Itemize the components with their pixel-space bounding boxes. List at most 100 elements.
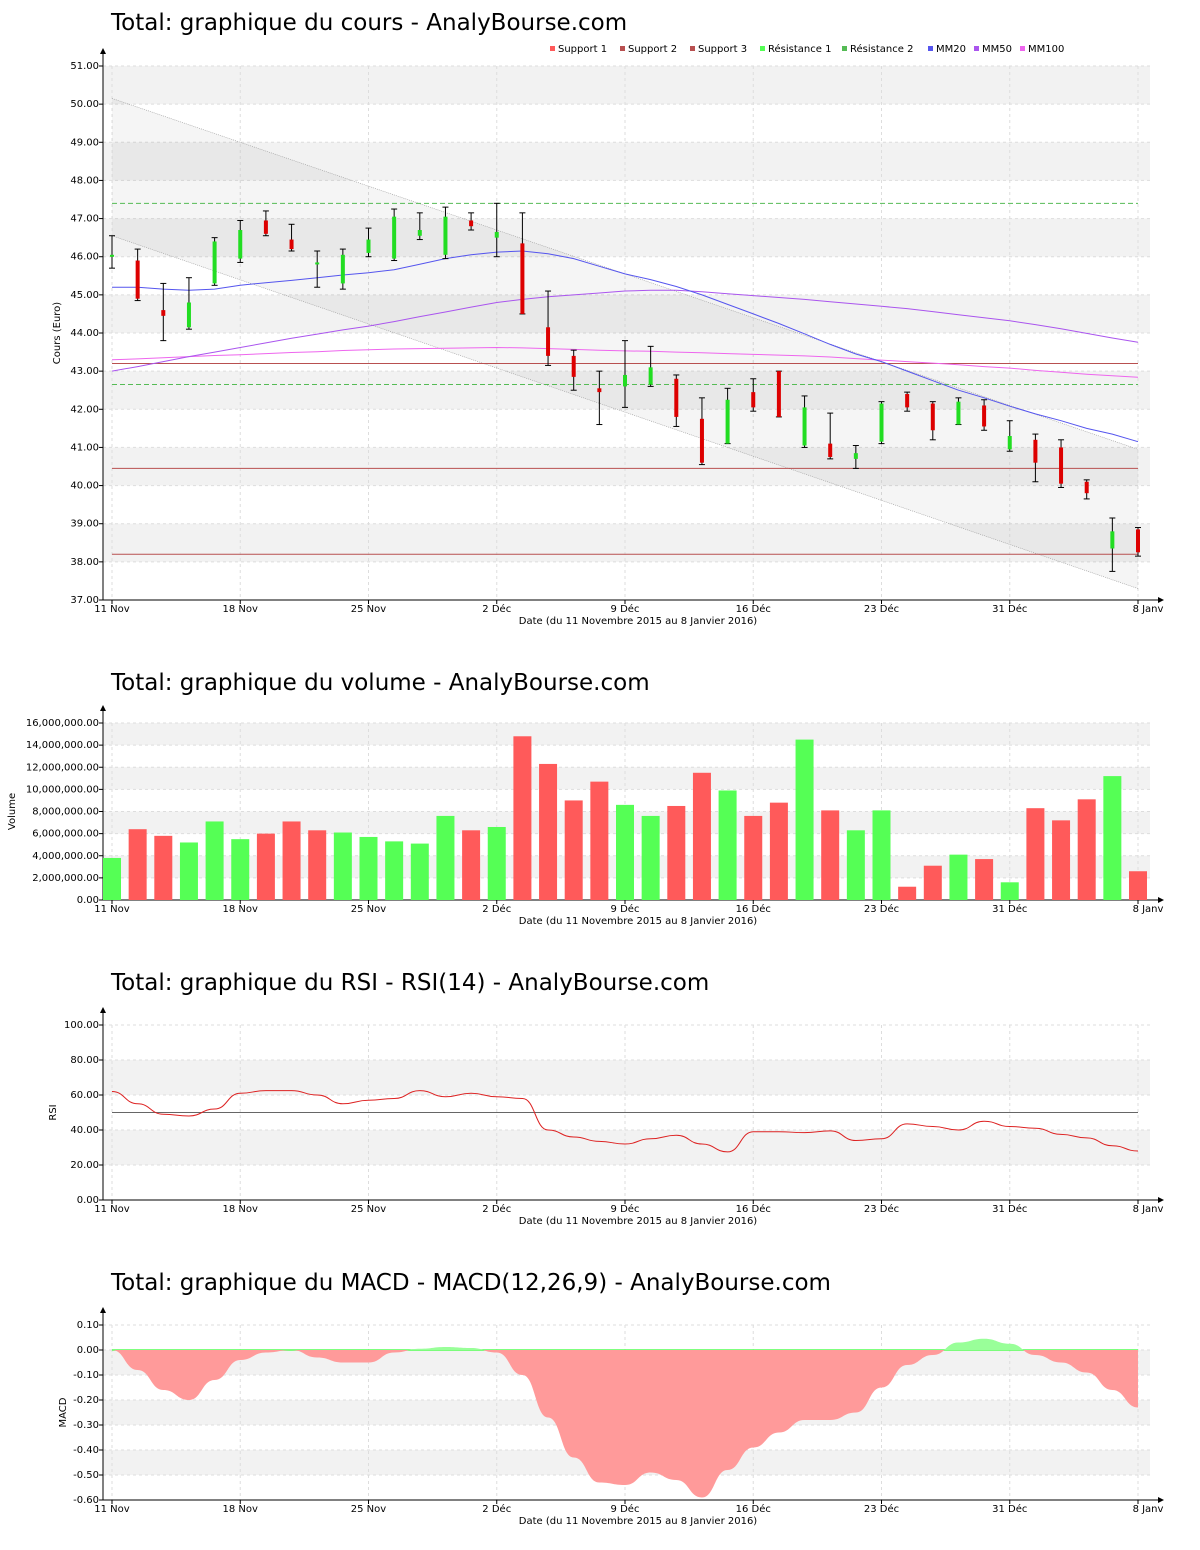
plot-band — [103, 1060, 1150, 1095]
x-tick-label: 31 Déc — [992, 1503, 1027, 1515]
y-tick-label: 0.00 — [77, 1345, 99, 1356]
candle-body — [879, 403, 884, 442]
y-axis-arrow — [100, 48, 106, 54]
plot-band — [103, 447, 1150, 486]
macd-chart-title: Total: graphique du MACD - MACD(12,26,9)… — [111, 1270, 831, 1296]
x-tick-label: 2 Déc — [482, 1203, 511, 1215]
legend-item: Résistance 1 — [768, 43, 831, 55]
candle-body — [956, 401, 961, 425]
volume-chart: 0.00 2,000,000.00 4,000,000.00 6,000,000.00… — [7, 705, 1164, 927]
rsi-chart: 0.00 20.00 40.00 60.00 80.00 100.00 11 Nov 18 N… — [48, 1007, 1164, 1227]
x-tick-label: 2 Déc — [482, 903, 511, 915]
plot-band — [103, 723, 1150, 746]
legend-item: MM100 — [1028, 44, 1064, 55]
candle-body — [905, 394, 910, 408]
x-tick-label: 16 Déc — [736, 1503, 771, 1515]
y-tick-label: 40.00 — [70, 1125, 99, 1136]
volume-bar — [821, 810, 840, 900]
mm20-line — [112, 250, 1139, 443]
x-tick-label: 9 Déc — [611, 1503, 640, 1515]
candle-body — [161, 310, 166, 316]
y-tick-label: 45.00 — [70, 290, 99, 301]
y-tick-label: -0.60 — [73, 1495, 99, 1506]
x-tick-label: 9 Déc — [611, 603, 640, 615]
volume-bar — [1129, 871, 1147, 900]
legend-item: Support 3 — [698, 44, 747, 55]
volume-bar — [1026, 808, 1045, 900]
x-tick-label: 11 Nov — [94, 1204, 130, 1215]
price-chart-title: Total: graphique du cours - AnalyBourse.… — [111, 10, 628, 36]
volume-bar — [564, 800, 583, 900]
y-tick-label: -0.20 — [73, 1395, 99, 1406]
x-axis-arrow — [1158, 1497, 1164, 1503]
y-axis-arrow — [100, 705, 106, 711]
candle-body — [443, 216, 448, 255]
y-tick-label: 48.00 — [70, 175, 99, 186]
x-tick-label: 2 Déc — [482, 1503, 511, 1515]
y-axis-arrow — [100, 1007, 106, 1013]
volume-bar — [231, 839, 250, 900]
y-tick-label: 0.00 — [77, 895, 99, 906]
legend-swatch — [1020, 46, 1025, 51]
candle-body — [648, 367, 653, 385]
candle-body — [1110, 531, 1115, 549]
candle-body — [520, 243, 525, 314]
x-tick-label: 31 Déc — [992, 903, 1027, 915]
x-axis-label: Date (du 11 Novembre 2015 au 8 Janvier 2… — [519, 1216, 758, 1227]
plot-band — [103, 294, 1150, 333]
volume-bar — [128, 829, 147, 900]
y-tick-label: 14,000,000.00 — [26, 740, 99, 751]
legend-swatch — [974, 46, 979, 51]
y-tick-label: 16,000,000.00 — [26, 718, 99, 729]
volume-bar — [513, 736, 532, 900]
candle-body — [494, 231, 499, 238]
volume-bar — [718, 790, 737, 900]
y-axis-label: MACD — [58, 1397, 69, 1427]
volume-bar — [256, 833, 275, 900]
volume-bar — [898, 886, 917, 900]
x-tick-label: 16 Déc — [736, 603, 771, 615]
x-tick-label: 18 Nov — [223, 604, 259, 615]
volume-bar — [487, 826, 506, 900]
rsi-chart-title: Total: graphique du RSI - RSI(14) - Anal… — [111, 970, 710, 996]
candle-body — [930, 403, 935, 431]
x-tick-label: 23 Déc — [864, 903, 899, 915]
volume-bar — [692, 772, 711, 900]
legend-item: Support 2 — [628, 44, 677, 55]
volume-bar — [385, 841, 404, 900]
x-tick-label: 8 Janv — [1133, 1204, 1164, 1215]
y-tick-label: 20.00 — [70, 1160, 99, 1171]
legend-swatch — [620, 46, 625, 51]
candle-body — [725, 399, 730, 444]
x-tick-label: 18 Nov — [223, 1204, 259, 1215]
volume-bar — [769, 802, 788, 900]
plot-band — [103, 218, 1150, 257]
volume-bar — [410, 843, 429, 900]
y-tick-label: -0.50 — [73, 1470, 99, 1481]
x-axis-label: Date (du 11 Novembre 2015 au 8 Janvier 2… — [519, 1516, 758, 1527]
volume-bar — [103, 857, 121, 900]
legend-item: Résistance 2 — [850, 43, 913, 55]
y-tick-label: 0.10 — [77, 1320, 99, 1331]
candle-body — [571, 355, 576, 377]
volume-bar — [436, 815, 455, 900]
candle-body — [853, 453, 858, 459]
x-tick-label: 23 Déc — [864, 1503, 899, 1515]
volume-bar — [1103, 776, 1122, 900]
x-tick-label: 2 Déc — [482, 603, 511, 615]
candle-body — [1084, 481, 1089, 494]
mm50-line — [111, 289, 1139, 372]
y-axis-label: RSI — [48, 1104, 59, 1120]
y-tick-label: 2,000,000.00 — [32, 873, 99, 884]
volume-bar — [949, 854, 968, 900]
legend-item: Support 1 — [558, 44, 607, 55]
candle-body — [263, 220, 268, 234]
y-tick-label: 10,000,000.00 — [26, 784, 99, 795]
x-tick-label: 25 Nov — [351, 604, 387, 615]
y-axis-label: Cours (Euro) — [52, 302, 63, 365]
volume-bar — [154, 835, 173, 900]
x-tick-label: 16 Déc — [736, 903, 771, 915]
legend-swatch — [550, 46, 555, 51]
plot-band — [103, 142, 1150, 181]
x-tick-label: 23 Déc — [864, 603, 899, 615]
